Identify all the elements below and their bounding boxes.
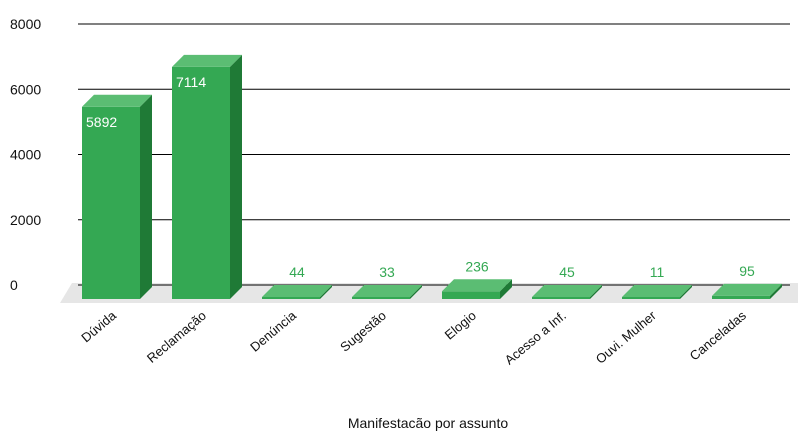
bar-front — [532, 297, 590, 299]
bar — [712, 283, 782, 299]
bar — [172, 54, 242, 300]
y-axis-ticks: 0 2000 4000 6000 8000 — [10, 16, 41, 293]
data-label: 11 — [650, 264, 665, 280]
data-label: 7114 — [176, 74, 206, 90]
bar-top — [82, 94, 152, 107]
bar — [352, 285, 422, 299]
bar-front — [82, 106, 140, 299]
x-category-label: Dúvida — [78, 307, 119, 345]
bar-top — [352, 285, 422, 297]
x-category-label: Ouvi. Mulher — [593, 307, 660, 366]
y-tick-label: 2000 — [10, 212, 41, 228]
data-label: 95 — [739, 263, 755, 279]
x-category-label: Sugestão — [337, 308, 389, 355]
bar-front — [352, 297, 410, 299]
data-label: 5892 — [86, 114, 117, 130]
x-category-label: Denúncia — [247, 307, 299, 354]
bar-side — [770, 283, 782, 299]
bar-top — [532, 285, 602, 297]
x-category-label: Acesso a Inf. — [502, 308, 569, 368]
y-tick-label: 4000 — [10, 147, 41, 163]
bar-top — [442, 279, 512, 292]
bar-top — [712, 283, 782, 296]
x-category-label: Reclamação — [144, 308, 209, 366]
x-axis-categories: Dúvida Reclamação Denúncia Sugestão Elogio Ac… — [78, 307, 749, 367]
bar-front — [262, 297, 320, 299]
bar-side — [590, 285, 602, 299]
bar-front — [622, 297, 680, 299]
data-label: 33 — [379, 264, 395, 280]
bar — [442, 279, 512, 299]
x-category-label: Elogio — [442, 308, 479, 343]
bar-front — [712, 295, 770, 299]
bar-side — [140, 94, 152, 299]
floor-plane — [60, 283, 798, 303]
bar-side — [320, 285, 332, 299]
y-tick-label: 6000 — [10, 81, 41, 97]
y-tick-label: 0 — [10, 277, 18, 293]
bar — [622, 285, 692, 299]
x-category-label: Canceladas — [687, 307, 750, 363]
bar-side — [500, 279, 512, 299]
bar — [532, 285, 602, 299]
y-tick-label: 8000 — [10, 16, 41, 32]
bar-top — [172, 54, 242, 67]
x-axis-title: Manifestacão por assunto — [348, 415, 509, 431]
bar — [82, 94, 152, 299]
data-label: 45 — [559, 264, 575, 280]
bar-side — [230, 54, 242, 300]
bar-top — [262, 285, 332, 297]
data-labels: 5892 7114 44 33 236 45 11 95 — [86, 74, 755, 280]
chart-floor — [60, 283, 798, 303]
data-label: 44 — [289, 264, 305, 280]
bar-front — [172, 66, 230, 299]
bar-front — [442, 291, 500, 299]
bar — [262, 285, 332, 299]
bar-side — [680, 285, 692, 299]
bar-top — [622, 285, 692, 297]
bars — [82, 54, 782, 300]
data-label: 236 — [465, 258, 489, 274]
bar-side — [410, 285, 422, 299]
